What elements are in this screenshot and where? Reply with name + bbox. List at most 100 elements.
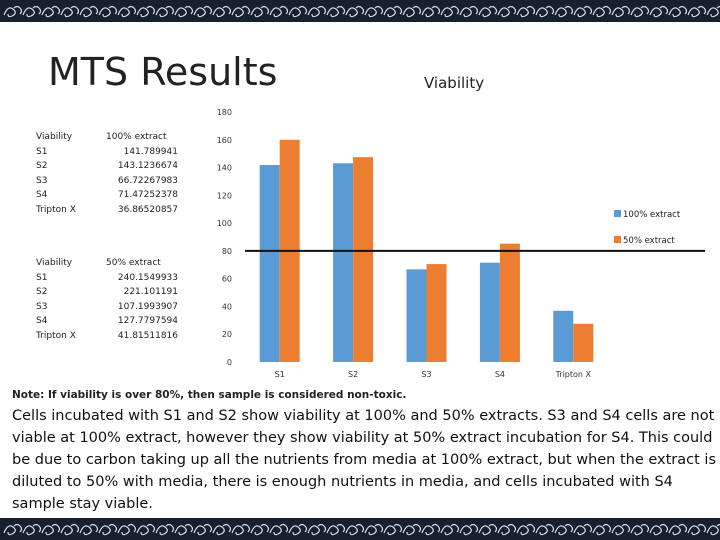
top-border-pattern: [3, 5, 720, 18]
border-ornament: [79, 5, 99, 18]
border-ornament: [136, 523, 156, 536]
border-ornament: [307, 523, 327, 536]
border-ornament: [22, 5, 42, 18]
border-ornament: [231, 523, 251, 536]
border-ornament: [231, 5, 251, 18]
border-ornament: [649, 523, 669, 536]
table-row: Tripton X 41.81511816: [36, 329, 178, 344]
border-ornament: [535, 5, 555, 18]
border-ornament: [345, 5, 365, 18]
border-ornament: [364, 523, 384, 536]
table-cell: Tripton X: [36, 204, 76, 215]
table-cell: S2: [36, 287, 48, 297]
border-ornament: [41, 523, 61, 536]
toxicity-note: Note: If viability is over 80%, then sam…: [12, 389, 407, 401]
table-cell: S4: [36, 316, 48, 326]
y-tick-label: 140: [217, 164, 232, 173]
table-header-row: Viability 50% extract: [36, 256, 178, 271]
border-ornament: [402, 523, 422, 536]
border-ornament: [117, 5, 137, 18]
table-row: Tripton X 36.86520857: [36, 203, 178, 218]
border-ornament: [459, 5, 479, 18]
legend-label: 100% extract: [623, 210, 681, 220]
border-ornament: [79, 523, 99, 536]
table-row: S3 66.72267983: [36, 174, 178, 189]
y-tick-label: 60: [222, 275, 232, 284]
y-tick-label: 40: [222, 302, 232, 311]
bar-50-extract-tripton-x: [573, 323, 594, 362]
data-table-100: Viability 100% extract S1 141.789941 S2 …: [36, 130, 178, 217]
table-row: S4 127.7797594: [36, 314, 178, 329]
table-row: S1 240.1549933: [36, 271, 178, 286]
bottom-border-pattern: [3, 523, 720, 536]
bottom-decorative-border: [0, 518, 720, 540]
border-ornament: [421, 5, 441, 18]
table-cell: 41.81511816: [117, 330, 178, 341]
table-header-cell: 50% extract: [106, 258, 161, 268]
border-ornament: [155, 523, 175, 536]
x-tick-label: S3: [421, 370, 431, 379]
y-tick-label: 120: [217, 191, 232, 200]
border-ornament: [269, 5, 289, 18]
table-cell: S3: [36, 175, 48, 186]
table-cell: S2: [36, 161, 48, 171]
border-ornament: [174, 5, 194, 18]
border-ornament: [554, 523, 574, 536]
chart-title: Viability: [424, 74, 485, 92]
table-row: S2 221.101191: [36, 285, 178, 300]
border-ornament: [193, 5, 213, 18]
border-ornament: [630, 5, 650, 18]
border-ornament: [592, 523, 612, 536]
table-cell: 143.1236674: [117, 161, 178, 171]
border-ornament: [98, 523, 118, 536]
table-row: S4 71.47252378: [36, 188, 178, 203]
table-cell: Tripton X: [36, 330, 76, 341]
table-cell: 240.1549933: [117, 272, 178, 283]
border-ornament: [155, 5, 175, 18]
border-ornament: [345, 523, 365, 536]
border-ornament: [174, 523, 194, 536]
border-ornament: [668, 5, 688, 18]
table-cell: S1: [36, 272, 48, 283]
bar-100-extract-s4: [479, 262, 500, 362]
table-row: S2 143.1236674: [36, 159, 178, 174]
legend-swatch: [614, 236, 621, 243]
table-cell: S1: [36, 146, 48, 157]
border-ornament: [98, 5, 118, 18]
border-ornament: [212, 523, 232, 536]
border-ornament: [288, 523, 308, 536]
border-ornament: [22, 523, 42, 536]
bar-100-extract-s1: [259, 165, 280, 362]
border-ornament: [3, 5, 23, 18]
border-ornament: [573, 5, 593, 18]
results-description: Cells incubated with S1 and S2 show viab…: [12, 408, 717, 512]
bar-50-extract-s3: [426, 264, 447, 362]
border-ornament: [497, 523, 517, 536]
y-tick-label: 160: [217, 136, 232, 145]
y-tick-label: 100: [217, 219, 232, 228]
table-header-row: Viability 100% extract: [36, 130, 178, 145]
x-tick-label: S4: [495, 370, 505, 379]
table-cell: 141.789941: [123, 146, 178, 157]
bar-100-extract-tripton-x: [553, 310, 574, 362]
border-ornament: [288, 5, 308, 18]
table-cell: 107.1993907: [117, 301, 178, 312]
border-ornament: [440, 523, 460, 536]
border-ornament: [60, 523, 80, 536]
border-ornament: [250, 5, 270, 18]
border-ornament: [649, 5, 669, 18]
border-ornament: [326, 523, 346, 536]
border-ornament: [307, 5, 327, 18]
table-cell: S4: [36, 190, 48, 200]
x-tick-label: S1: [275, 370, 285, 379]
border-ornament: [3, 523, 23, 536]
border-ornament: [402, 5, 422, 18]
table-row: S1 141.789941: [36, 145, 178, 160]
border-ornament: [706, 523, 720, 536]
data-table-50: Viability 50% extract S1 240.1549933 S2 …: [36, 256, 178, 343]
x-tick-label: S2: [348, 370, 358, 379]
border-ornament: [440, 5, 460, 18]
border-ornament: [668, 523, 688, 536]
y-tick-label: 80: [222, 247, 232, 256]
